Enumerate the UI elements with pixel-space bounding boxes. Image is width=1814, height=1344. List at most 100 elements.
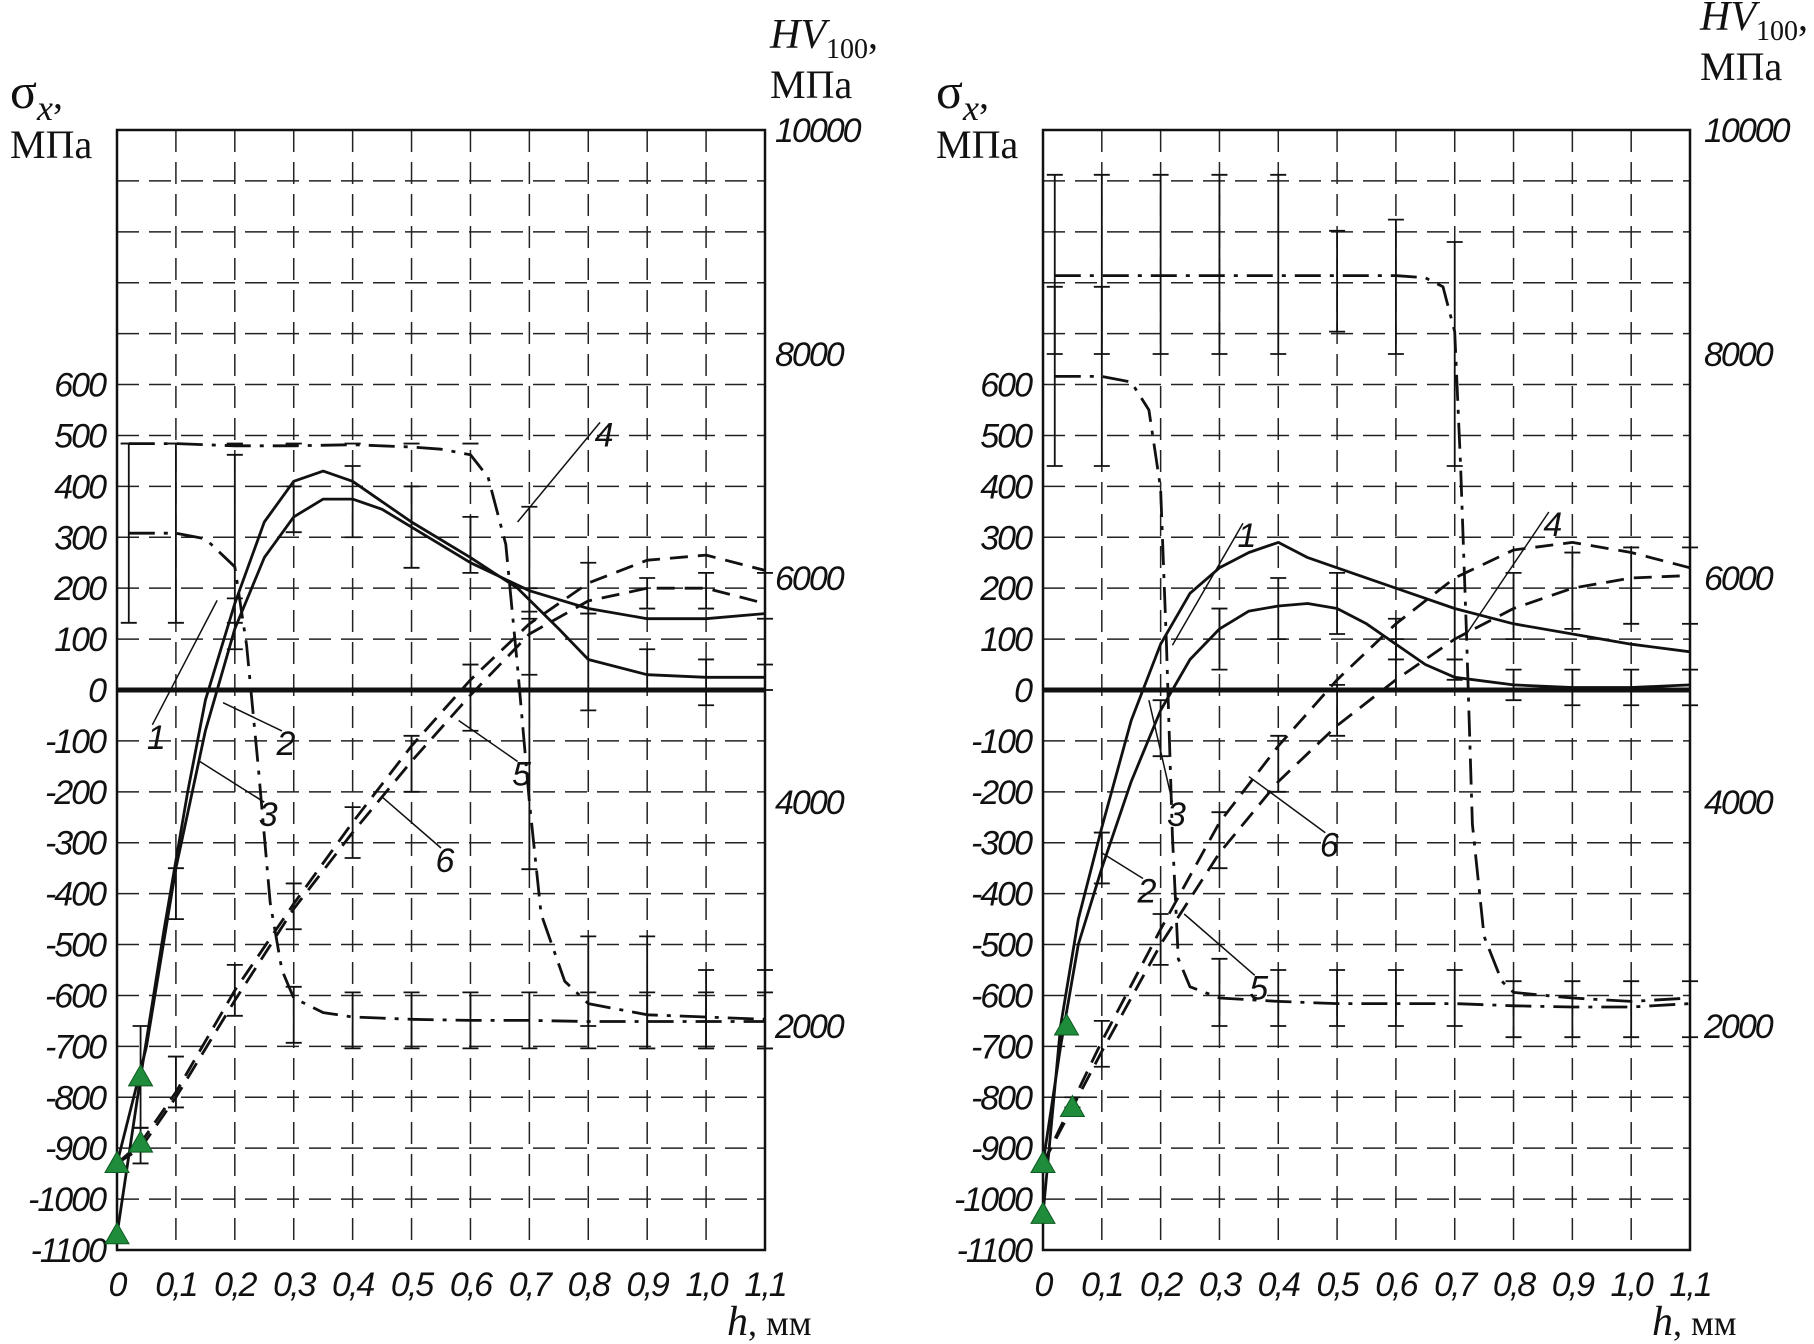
x-tick-label: 0,6 bbox=[1375, 1266, 1418, 1304]
leader-line-4 bbox=[517, 421, 601, 523]
curve-label-1: 1 bbox=[147, 719, 166, 757]
error-bar bbox=[344, 465, 361, 539]
error-bar bbox=[1270, 969, 1287, 1027]
leader-line-6 bbox=[1248, 775, 1326, 834]
error-bar bbox=[1682, 980, 1698, 1039]
chart-left: 600 500 400 300 200 100 0 -100 -200 -300 -400 -500 -… bbox=[10, 12, 878, 1344]
error-bar bbox=[639, 648, 656, 691]
leader-line-2 bbox=[222, 702, 283, 732]
curve-label-1: 1 bbox=[1238, 517, 1257, 555]
y-right-tick-label: 2000 bbox=[1703, 1008, 1774, 1046]
leader-line-2 bbox=[1101, 852, 1144, 880]
error-bar bbox=[1093, 831, 1110, 885]
curve-label-2: 2 bbox=[1137, 873, 1157, 911]
error-bar bbox=[1211, 957, 1228, 1027]
y-right-tick-label: 8000 bbox=[775, 336, 845, 374]
y-right-axis-unit: МПа bbox=[770, 62, 852, 107]
x-axis-title: h, мм bbox=[1652, 1299, 1737, 1344]
chart-right: 600 500 400 300 200 100 0 -100 -200 -300 -400 -500 -… bbox=[936, 0, 1808, 1344]
series-5: 5 bbox=[1041, 546, 1698, 1165]
y-right-tick-label: 8000 bbox=[1704, 336, 1774, 374]
error-bar bbox=[1093, 1020, 1110, 1068]
error-bar bbox=[167, 1055, 184, 1109]
y-right-tick-label: 6000 bbox=[1704, 560, 1774, 598]
y-left-tick-label: -400 bbox=[45, 876, 107, 914]
green-triangle-marker bbox=[1030, 1150, 1056, 1173]
y-right-axis-title: HV100, bbox=[1699, 0, 1808, 47]
error-bar bbox=[1446, 241, 1463, 467]
x-tick-label: 0,3 bbox=[273, 1266, 316, 1304]
error-bar bbox=[285, 485, 302, 534]
series-6: 6 bbox=[1041, 541, 1691, 1165]
x-tick-label: 1,1 bbox=[744, 1266, 785, 1304]
error-bar bbox=[462, 663, 479, 732]
x-tick-label: 0,1 bbox=[155, 1266, 196, 1304]
error-bar bbox=[1623, 980, 1640, 1039]
y-right-tick-label: 4000 bbox=[1704, 784, 1774, 822]
y-left-tick-label: 300 bbox=[980, 519, 1033, 557]
leader-line-1 bbox=[151, 600, 218, 726]
y-right-tick-labels: 10000 8000 6000 4000 2000 bbox=[774, 112, 864, 1046]
y-left-tick-label: -1100 bbox=[31, 1232, 108, 1270]
error-bar bbox=[1329, 969, 1346, 1027]
y-left-axis-title: σx, bbox=[10, 63, 63, 128]
x-tick-label: 0,8 bbox=[1493, 1266, 1536, 1304]
x-tick-label: 0,5 bbox=[1316, 1266, 1359, 1304]
curve-label-5: 5 bbox=[1249, 969, 1268, 1007]
y-left-tick-label: 200 bbox=[53, 570, 107, 608]
y-left-axis-unit: МПа bbox=[936, 122, 1018, 167]
curve-label-4: 4 bbox=[1543, 506, 1562, 544]
error-bar bbox=[1564, 668, 1581, 707]
error-bar bbox=[285, 985, 302, 1044]
error-bar bbox=[403, 734, 420, 793]
error-bar bbox=[1152, 699, 1169, 758]
y-left-tick-label: 0 bbox=[1014, 672, 1033, 710]
error-bar bbox=[1329, 684, 1346, 737]
error-bar bbox=[167, 867, 184, 920]
curve-label-5: 5 bbox=[512, 755, 531, 793]
error-bar bbox=[521, 991, 538, 1050]
leader-line-6 bbox=[381, 796, 442, 849]
y-left-axis-title: σx, bbox=[936, 63, 989, 128]
y-left-tick-label: -600 bbox=[971, 977, 1033, 1015]
y-right-tick-labels: 10000 8000 6000 4000 2000 bbox=[1703, 112, 1793, 1046]
error-bar bbox=[580, 561, 597, 615]
error-bar bbox=[285, 882, 302, 931]
y-left-tick-label: 400 bbox=[980, 468, 1033, 506]
error-bar bbox=[226, 964, 243, 1017]
curve-label-3: 3 bbox=[1167, 796, 1186, 834]
curve-label-6: 6 bbox=[1320, 827, 1339, 865]
y-left-tick-label: 100 bbox=[54, 621, 107, 659]
error-bar bbox=[1152, 913, 1169, 966]
series-line-2 bbox=[1041, 602, 1691, 1164]
error-bar bbox=[1211, 811, 1228, 870]
y-left-tick-labels: 600 500 400 300 200 100 0 -100 -200 -300 -400 -500 -… bbox=[28, 367, 109, 1270]
leader-line-3 bbox=[199, 760, 265, 803]
error-bar bbox=[1387, 969, 1404, 1027]
x-tick-label: 0,6 bbox=[450, 1266, 493, 1304]
series-line-5 bbox=[1041, 574, 1691, 1165]
error-bar bbox=[1270, 577, 1287, 640]
x-tick-label: 1,0 bbox=[685, 1266, 728, 1304]
error-bar bbox=[1682, 668, 1698, 707]
marker-group bbox=[104, 1063, 154, 1245]
series-2: 2 bbox=[115, 497, 766, 1164]
x-tick-label: 0,4 bbox=[332, 1266, 374, 1304]
y-right-tick-label: 10000 bbox=[775, 112, 862, 150]
x-tick-labels: 0 0,1 0,2 0,3 0,4 0,5 0,6 0,7 0,8 0,9 1,0 1,1 bbox=[109, 1266, 788, 1304]
series-6: 6 bbox=[116, 586, 766, 1165]
series-4: 4 bbox=[120, 416, 773, 1050]
error-bar bbox=[1623, 668, 1640, 707]
error-bar bbox=[1329, 572, 1346, 635]
y-right-tick-label: 6000 bbox=[775, 560, 845, 598]
y-right-tick-label: 10000 bbox=[1704, 112, 1791, 150]
x-tick-labels: 0 0,1 0,2 0,3 0,4 0,5 0,6 0,7 0,8 0,9 1,0 1,1 bbox=[1035, 1266, 1713, 1304]
series-1: 1 bbox=[120, 442, 773, 1050]
series-2: 2 bbox=[1041, 572, 1698, 1164]
error-bar bbox=[639, 935, 656, 1050]
leader-line-5 bbox=[1183, 913, 1256, 976]
y-left-tick-label: 0 bbox=[88, 672, 107, 710]
error-bar bbox=[757, 969, 773, 1050]
y-left-tick-label: -800 bbox=[971, 1079, 1033, 1117]
